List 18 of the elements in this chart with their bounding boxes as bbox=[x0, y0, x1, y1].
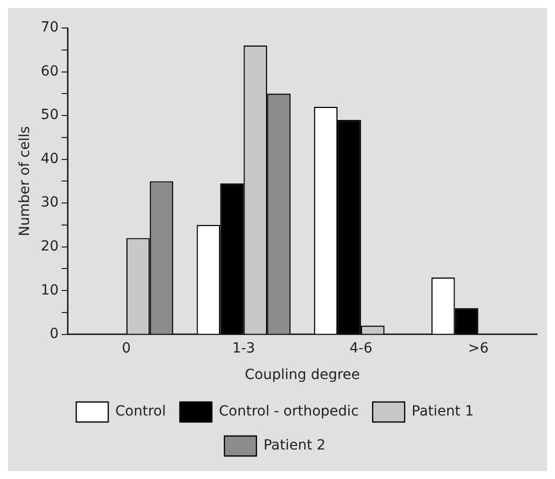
x-tick-label: 0 bbox=[122, 340, 131, 356]
legend-label: Patient 2 bbox=[263, 438, 326, 454]
y-axis-title: Number of cells bbox=[17, 126, 34, 236]
y-tick-label: 60 bbox=[40, 63, 59, 80]
y-tick-label: 40 bbox=[40, 150, 59, 167]
y-tick-label: 30 bbox=[40, 194, 59, 211]
legend-label: Control bbox=[115, 404, 166, 420]
y-tick-label: 0 bbox=[50, 326, 59, 342]
y-tick-label: 50 bbox=[40, 107, 59, 124]
x-tick-label: 4-6 bbox=[350, 340, 372, 356]
y-tick-label: 70 bbox=[40, 20, 59, 36]
legend-label: Patient 1 bbox=[412, 404, 474, 420]
x-tick-label: >6 bbox=[468, 340, 489, 356]
y-tick-label: 20 bbox=[40, 238, 59, 254]
x-axis-title: Coupling degree bbox=[244, 367, 360, 384]
legend-label: Control - orthopedic bbox=[218, 404, 359, 420]
y-tick-label: 10 bbox=[40, 282, 59, 298]
x-tick-label: 1-3 bbox=[232, 340, 256, 356]
